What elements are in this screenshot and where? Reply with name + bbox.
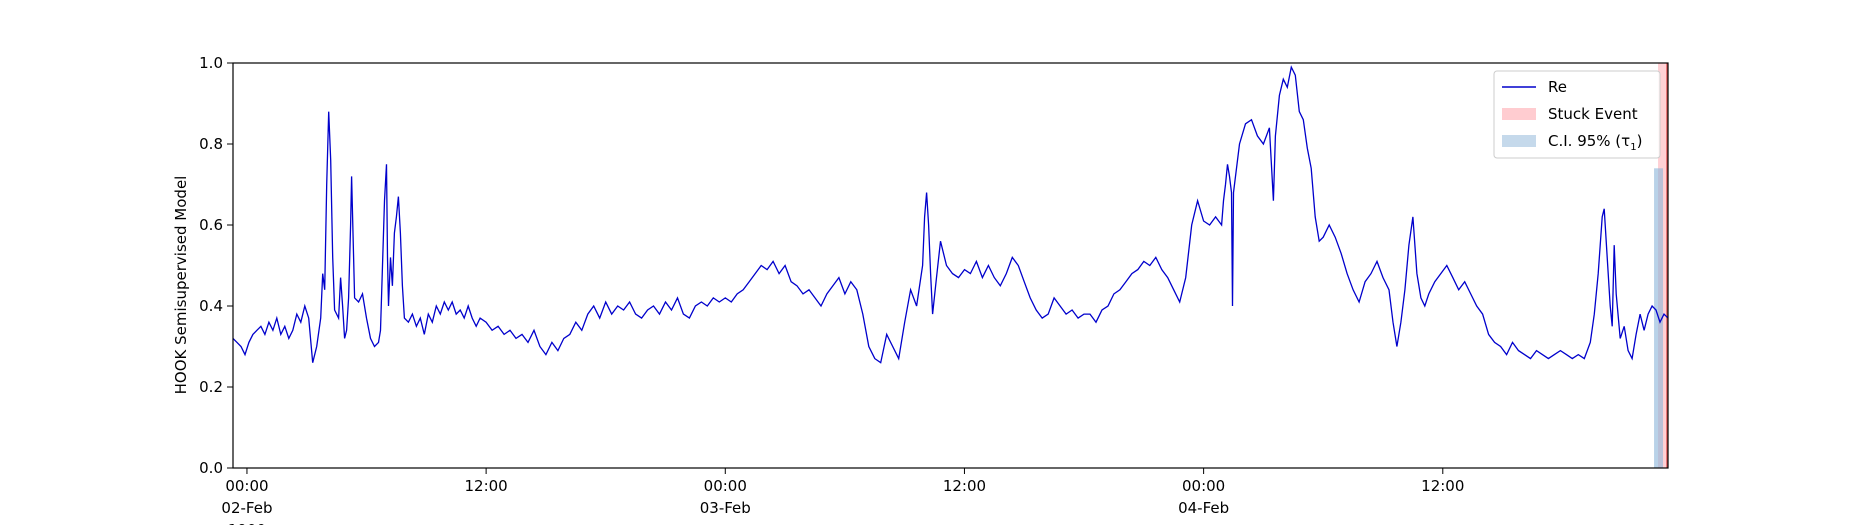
legend-patch-swatch [1502, 135, 1536, 147]
x-axis-ticks: 00:00 02-Feb 1900 12:00 00:00 03-Feb 12:00 00:0… [221, 468, 1464, 525]
y-tick-label: 0.0 [199, 459, 223, 477]
y-tick-label: 0.2 [199, 378, 223, 396]
x-tick-label: 02-Feb [221, 499, 272, 517]
x-tick-label: 12:00 [1421, 477, 1464, 495]
y-tick-label: 0.4 [199, 297, 223, 315]
y-tick-label: 0.6 [199, 216, 223, 234]
x-tick-label: 03-Feb [700, 499, 751, 517]
legend-label: C.I. 95% (τ1) [1548, 132, 1642, 153]
y-tick-label: 0.8 [199, 135, 223, 153]
x-tick-label: 00:00 [225, 477, 268, 495]
legend-patch-swatch [1502, 108, 1536, 120]
x-tick-label: 00:00 [704, 477, 747, 495]
x-tick-label: 1900 [228, 521, 266, 525]
x-tick-label: 12:00 [465, 477, 508, 495]
y-tick-label: 1.0 [199, 54, 223, 72]
legend: Re Stuck Event C.I. 95% (τ1) [1493, 70, 1661, 159]
series-line-re [232, 65, 1669, 364]
x-tick-label: 00:00 [1182, 477, 1225, 495]
y-axis-ticks: 0.0 0.2 0.4 0.6 0.8 1.0 [199, 54, 233, 477]
legend-label: Stuck Event [1548, 105, 1638, 123]
legend-label: Re [1548, 78, 1567, 96]
x-tick-label: 12:00 [943, 477, 986, 495]
plot-frame [232, 62, 1669, 469]
x-tick-label: 04-Feb [1178, 499, 1229, 517]
y-axis-label: HOOK Semisupervised Model [172, 176, 190, 395]
